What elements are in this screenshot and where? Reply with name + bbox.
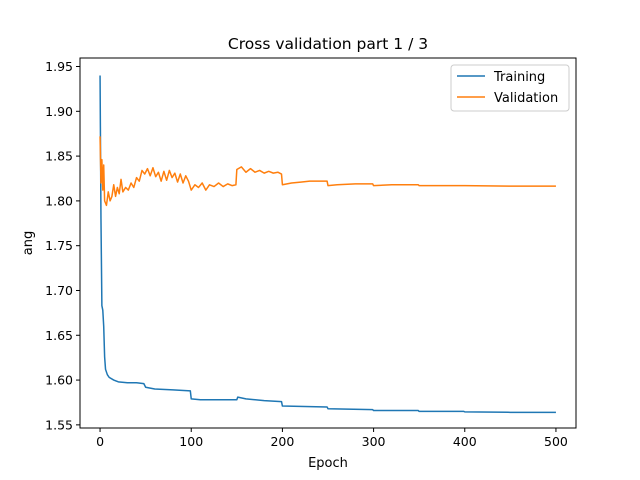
y-axis-label: ang: [21, 231, 36, 255]
plot-area-frame: [79, 57, 577, 429]
series-layer: [99, 75, 556, 414]
x-axis-label: Epoch: [308, 456, 348, 471]
series-line-validation: [99, 136, 556, 207]
y-tick-label: 1.55: [45, 417, 73, 432]
legend: Training Validation: [450, 64, 570, 112]
x-axis: 0 100 200 300 400 500: [96, 428, 568, 449]
y-tick-label: 1.95: [45, 59, 73, 74]
x-tick-label: 500: [544, 434, 568, 449]
legend-label-training: Training: [493, 70, 545, 85]
x-tick-label: 0: [96, 434, 104, 449]
y-tick-label: 1.65: [45, 328, 73, 343]
y-axis: 1.55 1.60 1.65 1.70 1.75 1.80 1.85 1.90 1.95: [45, 59, 80, 432]
x-tick-label: 400: [453, 434, 477, 449]
y-tick-label: 1.70: [45, 283, 73, 298]
x-tick-label: 300: [362, 434, 386, 449]
legend-label-validation: Validation: [494, 91, 558, 106]
x-tick-label: 200: [270, 434, 294, 449]
y-tick-label: 1.90: [45, 104, 73, 119]
chart-title: Cross validation part 1 / 3: [228, 35, 428, 53]
series-line-training: [99, 75, 556, 414]
y-tick-label: 1.80: [45, 193, 73, 208]
x-tick-label: 100: [179, 434, 203, 449]
y-tick-label: 1.85: [45, 149, 73, 164]
y-tick-label: 1.75: [45, 238, 73, 253]
y-tick-label: 1.60: [45, 373, 73, 388]
